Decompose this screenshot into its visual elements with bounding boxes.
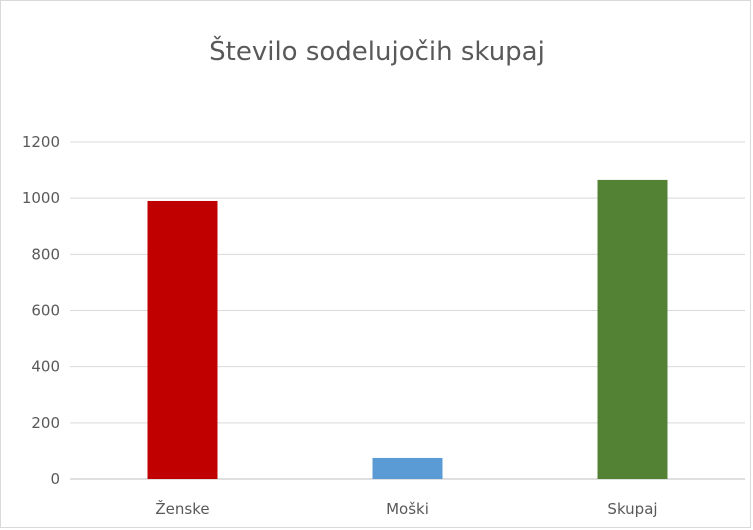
bar-1 <box>372 457 443 479</box>
x-category-label: Moški <box>386 500 429 518</box>
y-tick-label: 1200 <box>22 133 60 151</box>
y-axis-tick-labels: 0 200 400 600 800 1000 1200 <box>22 133 60 488</box>
bar-0 <box>147 200 218 479</box>
x-axis-category-labels: Ženske Moški Skupaj <box>155 499 657 518</box>
y-tick-label: 1000 <box>22 189 60 207</box>
bar-2 <box>597 179 668 479</box>
y-tick-label: 600 <box>31 302 60 320</box>
y-tick-label: 200 <box>31 414 60 432</box>
y-tick-label: 400 <box>31 358 60 376</box>
y-tick-label: 800 <box>31 245 60 263</box>
x-category-label: Ženske <box>155 499 209 518</box>
chart-title: Število sodelujočih skupaj <box>209 35 545 67</box>
x-category-label: Skupaj <box>607 500 657 518</box>
y-tick-label: 0 <box>50 470 60 488</box>
bars <box>147 179 668 479</box>
